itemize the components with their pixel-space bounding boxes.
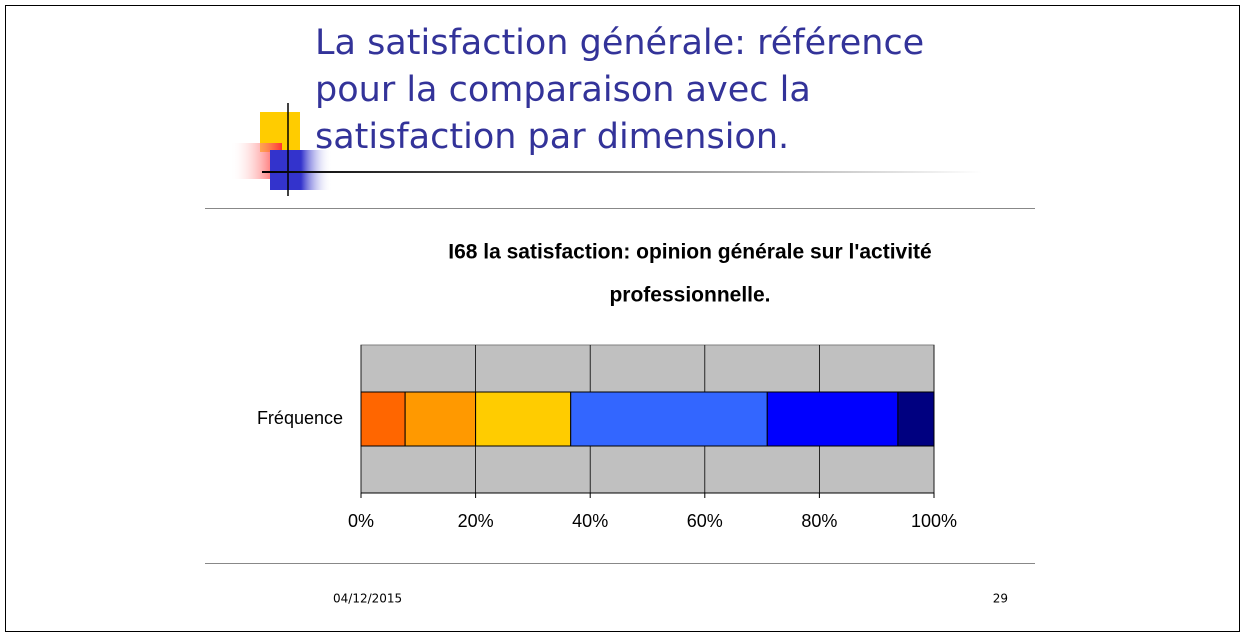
bar-segment (475, 391, 572, 447)
page-number: 29 (993, 592, 1008, 606)
frame (5, 5, 1240, 632)
x-tick-label: 0% (348, 511, 374, 531)
slide-title: La satisfaction générale: référence (315, 23, 924, 63)
y-tick-label: Fréquence (257, 408, 343, 428)
x-tick-label: 60% (687, 511, 723, 531)
deco-blue (270, 150, 332, 190)
plot: 0% 20% 40% 60% 80% 100% Fréquence (257, 344, 957, 531)
bar-segment (897, 391, 935, 447)
slide-title: pour la comparaison avec la (315, 70, 811, 110)
x-tick-label: 20% (458, 511, 494, 531)
bar-segment (570, 391, 768, 447)
bar-segment (404, 391, 477, 447)
x-tick-label: 100% (911, 511, 957, 531)
chart-title: professionnelle. (609, 284, 770, 307)
date: 04/12/2015 (333, 592, 402, 606)
bar-segment (360, 391, 406, 447)
slide-title: satisfaction par dimension. (315, 117, 789, 157)
title-underline (262, 171, 982, 173)
x-tick-label: 40% (572, 511, 608, 531)
x-tick-label: 80% (801, 511, 837, 531)
chart-title: I68 la satisfaction: opinion générale su… (448, 241, 931, 264)
bar-segment (766, 391, 899, 447)
